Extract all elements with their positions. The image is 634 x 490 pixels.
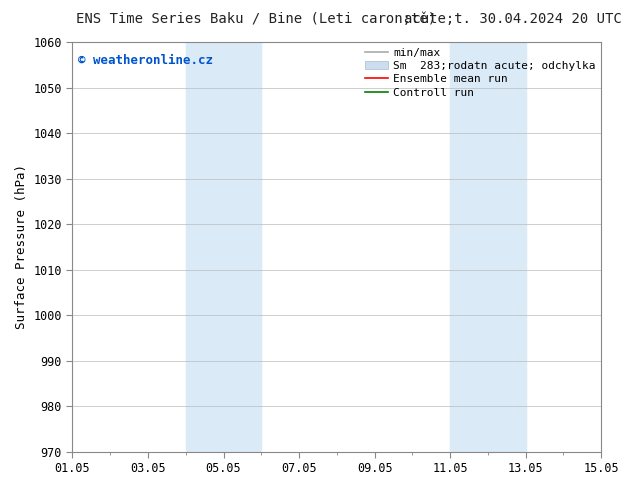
Text: acute;t. 30.04.2024 20 UTC: acute;t. 30.04.2024 20 UTC xyxy=(404,12,621,26)
Bar xyxy=(450,42,526,452)
Text: © weatheronline.cz: © weatheronline.cz xyxy=(78,54,213,67)
Text: ENS Time Series Baku / Bine (Leti caron;tě): ENS Time Series Baku / Bine (Leti caron;… xyxy=(76,12,436,26)
Y-axis label: Surface Pressure (hPa): Surface Pressure (hPa) xyxy=(15,164,28,329)
Bar xyxy=(186,42,261,452)
Legend: min/max, Sm  283;rodatn acute; odchylka, Ensemble mean run, Controll run: min/max, Sm 283;rodatn acute; odchylka, … xyxy=(365,48,595,98)
